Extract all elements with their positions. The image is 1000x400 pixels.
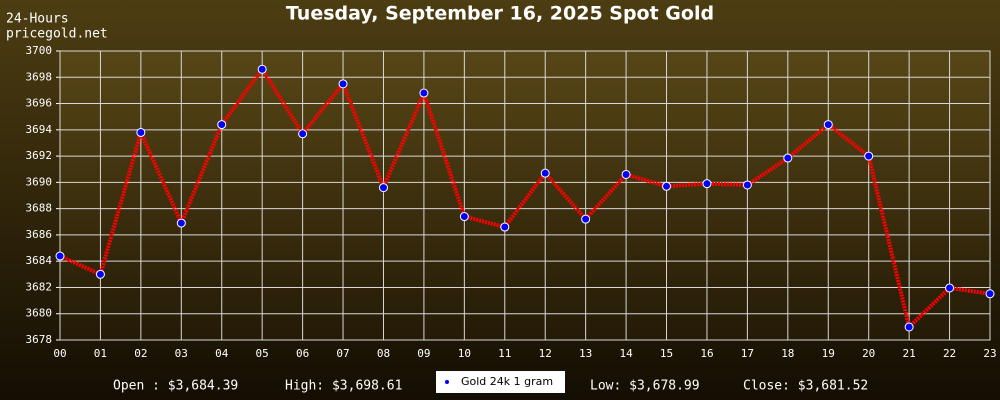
legend-marker xyxy=(445,380,449,384)
x-tick-label: 19 xyxy=(822,347,835,360)
data-point xyxy=(176,218,186,228)
x-tick-label: 04 xyxy=(215,347,229,360)
y-tick-label: 3686 xyxy=(26,228,53,241)
x-tick-label: 05 xyxy=(256,347,269,360)
data-point xyxy=(662,181,672,191)
y-tick-label: 3696 xyxy=(26,97,53,110)
y-tick-label: 3688 xyxy=(26,202,53,215)
stat-label: Low: $3,678.99 xyxy=(590,379,700,394)
data-point xyxy=(621,169,631,179)
x-tick-label: 02 xyxy=(134,347,147,360)
x-tick-label: 03 xyxy=(175,347,188,360)
x-tick-label: 12 xyxy=(539,347,552,360)
data-point xyxy=(742,180,752,190)
price-line xyxy=(59,65,991,331)
stat-label: Close: $3,681.52 xyxy=(743,379,868,394)
data-point xyxy=(136,127,146,137)
x-tick-label: 06 xyxy=(296,347,309,360)
data-point xyxy=(459,212,469,222)
data-point xyxy=(783,153,793,163)
data-point xyxy=(985,289,995,299)
x-tick-label: 18 xyxy=(781,347,794,360)
x-tick-label: 13 xyxy=(579,347,592,360)
plot-area xyxy=(59,50,991,341)
data-point xyxy=(500,222,510,232)
stat-label: High: $3,698.61 xyxy=(285,379,402,394)
x-tick-label: 14 xyxy=(619,347,633,360)
y-tick-label: 3690 xyxy=(26,175,53,188)
data-point xyxy=(419,88,429,98)
x-tick-label: 23 xyxy=(983,347,996,360)
y-tick-label: 3694 xyxy=(26,123,53,136)
source-line: pricegold.net xyxy=(6,27,108,42)
data-point xyxy=(95,269,105,279)
data-point xyxy=(823,120,833,130)
x-tick-label: 11 xyxy=(498,347,511,360)
data-point xyxy=(338,79,348,89)
data-point xyxy=(257,64,267,74)
data-point xyxy=(702,179,712,189)
x-tick-label: 07 xyxy=(336,347,349,360)
data-point xyxy=(945,283,955,293)
x-tick-label: 01 xyxy=(94,347,107,360)
stat-label: Open : $3,684.39 xyxy=(113,379,238,394)
y-tick-label: 3692 xyxy=(26,149,53,162)
x-tick-label: 16 xyxy=(700,347,713,360)
legend-box xyxy=(436,371,565,393)
x-tick-label: 00 xyxy=(53,347,66,360)
legend-label: Gold 24k 1 gram xyxy=(461,375,553,388)
grid xyxy=(56,50,991,341)
x-tick-label: 09 xyxy=(417,347,430,360)
x-tick-label: 17 xyxy=(741,347,754,360)
y-tick-label: 3684 xyxy=(26,254,53,267)
source-line: 24-Hours xyxy=(6,12,69,27)
x-tick-label: 15 xyxy=(660,347,673,360)
data-point xyxy=(581,214,591,224)
y-tick-label: 3680 xyxy=(26,307,53,320)
data-point xyxy=(298,129,308,139)
data-point xyxy=(55,251,65,261)
y-tick-label: 3700 xyxy=(26,44,53,57)
y-tick-label: 3698 xyxy=(26,70,53,83)
x-tick-label: 10 xyxy=(458,347,471,360)
y-tick-label: 3682 xyxy=(26,280,53,293)
data-point xyxy=(904,322,914,332)
data-point xyxy=(864,151,874,161)
data-point xyxy=(217,120,227,130)
marks xyxy=(55,64,995,332)
x-tick-label: 08 xyxy=(377,347,390,360)
chart-title: Tuesday, September 16, 2025 Spot Gold xyxy=(286,3,714,25)
data-point xyxy=(378,183,388,193)
x-tick-label: 20 xyxy=(862,347,875,360)
x-tick-label: 21 xyxy=(903,347,916,360)
data-point xyxy=(540,168,550,178)
x-tick-label: 22 xyxy=(943,347,956,360)
y-tick-label: 3678 xyxy=(26,333,53,346)
